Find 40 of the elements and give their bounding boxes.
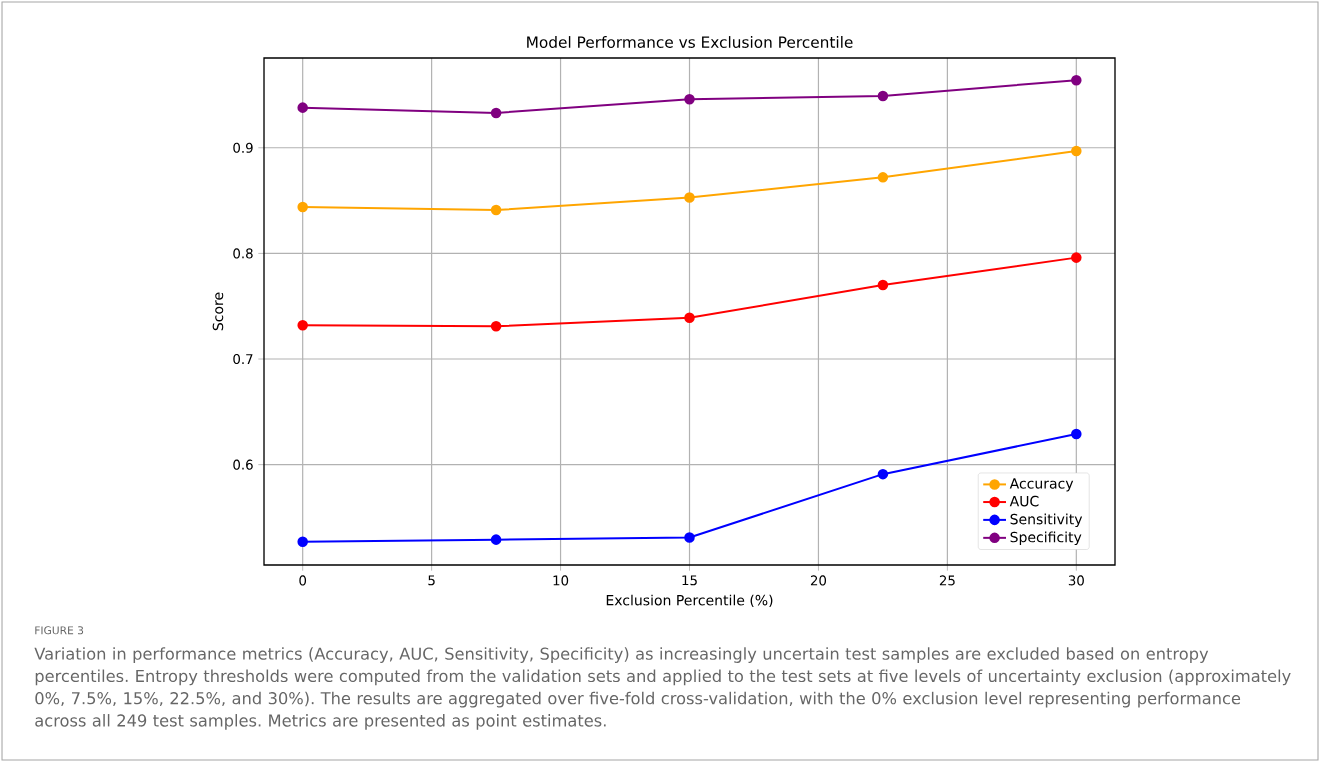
point [1071, 145, 1082, 157]
y-axis-title: Score [212, 292, 224, 331]
point [297, 536, 308, 548]
point [297, 319, 308, 331]
caption: FIGURE 3 [35, 626, 84, 635]
point [877, 90, 889, 102]
point [490, 204, 502, 216]
x-tick-label: 25 [939, 575, 955, 586]
x-tick-label: 0 [299, 575, 307, 586]
legend-label: Sensitivity [1010, 513, 1083, 528]
point [297, 102, 308, 113]
point [877, 172, 889, 183]
chart-title: Model Performance vs Exclusion Percentile [527, 36, 853, 48]
x-tick-label: 20 [810, 575, 827, 586]
x-tick-label: 15 [682, 575, 697, 586]
x-axis-title: Exclusion Percentile (%) [606, 594, 773, 608]
y-tick-label: 0.7 [233, 353, 253, 365]
x-tick-label: 5 [428, 575, 435, 586]
point [490, 321, 502, 332]
point [684, 192, 695, 203]
y-tick-label: 0.6 [233, 459, 253, 470]
point [1071, 74, 1082, 86]
point [1071, 252, 1082, 263]
point [684, 532, 695, 543]
x-tick-label: 10 [553, 575, 569, 586]
text: Variation in performance metrics (Accuracy, AUC, Sensitivity, Specificity) as increasingly uncertain test samples are excluded based on entropy percentiles. Entropy thresholds were computed from the validation sets and applied to the test sets at five levels of uncertainty exclusion (approximately 0%, 7.5%, 15%, 22.5%, and 30%). The results are aggregated over five-fold cross-validation, with the 0% exclusion level representing performance across all 249 test samples. Metrics are presented as point estimates. [34, 647, 1291, 730]
point [877, 279, 889, 291]
legend-label: AUC [1009, 495, 1039, 507]
point [684, 312, 695, 324]
point [684, 93, 695, 105]
point [877, 468, 889, 480]
y-tick-label: 0.8 [233, 248, 253, 259]
legend-label: Accuracy [1009, 478, 1074, 492]
point [1071, 428, 1082, 440]
point [490, 534, 502, 545]
legend-label: Specificity [1010, 531, 1082, 546]
point [297, 201, 308, 213]
x-tick-label: 30 [1068, 575, 1084, 586]
point [490, 107, 502, 119]
y-tick-label: 0.9 [233, 142, 253, 153]
